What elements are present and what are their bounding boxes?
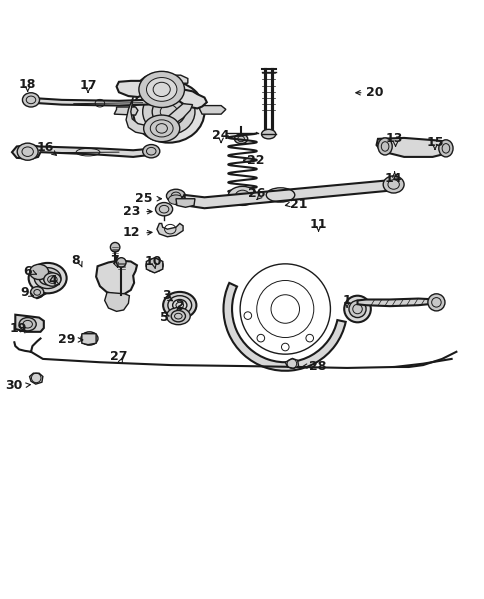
Ellipse shape <box>19 317 36 331</box>
Polygon shape <box>105 292 129 311</box>
Ellipse shape <box>167 296 191 314</box>
Text: 18: 18 <box>19 78 36 91</box>
Ellipse shape <box>261 129 275 139</box>
Text: 2: 2 <box>176 299 185 311</box>
Ellipse shape <box>427 294 444 311</box>
Text: 24: 24 <box>212 129 229 142</box>
Polygon shape <box>114 107 137 115</box>
Polygon shape <box>82 334 96 344</box>
Ellipse shape <box>29 263 66 294</box>
Ellipse shape <box>34 268 61 289</box>
Polygon shape <box>30 373 43 384</box>
Ellipse shape <box>30 287 44 298</box>
Text: 27: 27 <box>110 350 127 363</box>
Ellipse shape <box>281 343 288 351</box>
Text: 19: 19 <box>10 322 27 334</box>
Polygon shape <box>150 75 187 83</box>
Ellipse shape <box>138 71 184 107</box>
Ellipse shape <box>143 115 180 142</box>
Ellipse shape <box>243 312 251 319</box>
Text: 7: 7 <box>109 254 118 267</box>
Ellipse shape <box>146 77 177 101</box>
Ellipse shape <box>44 273 61 286</box>
Text: 17: 17 <box>79 79 97 92</box>
Ellipse shape <box>17 143 38 161</box>
Ellipse shape <box>142 144 159 158</box>
Text: 6: 6 <box>23 265 32 279</box>
Ellipse shape <box>305 334 313 342</box>
Ellipse shape <box>235 190 249 202</box>
Text: 30: 30 <box>5 379 23 392</box>
Polygon shape <box>96 261 136 295</box>
Text: 12: 12 <box>122 226 140 240</box>
Ellipse shape <box>150 262 159 269</box>
Ellipse shape <box>257 334 264 342</box>
Ellipse shape <box>163 292 196 319</box>
Polygon shape <box>24 98 171 105</box>
Ellipse shape <box>166 307 190 325</box>
Polygon shape <box>376 138 450 157</box>
Ellipse shape <box>116 258 126 267</box>
Text: 29: 29 <box>58 334 75 346</box>
Ellipse shape <box>234 134 247 144</box>
Polygon shape <box>15 314 44 332</box>
Polygon shape <box>199 105 226 114</box>
Text: 13: 13 <box>385 132 403 146</box>
Ellipse shape <box>228 186 256 205</box>
Polygon shape <box>357 298 437 306</box>
Polygon shape <box>285 358 298 368</box>
Text: 25: 25 <box>135 192 152 205</box>
Ellipse shape <box>166 189 185 202</box>
Ellipse shape <box>344 296 370 322</box>
Ellipse shape <box>159 96 172 107</box>
Ellipse shape <box>382 176 403 193</box>
Ellipse shape <box>110 243 120 252</box>
Ellipse shape <box>377 138 392 155</box>
Text: 22: 22 <box>247 154 264 167</box>
Text: 14: 14 <box>384 172 402 185</box>
Text: 1: 1 <box>342 294 351 307</box>
Text: 23: 23 <box>122 205 140 218</box>
Text: 10: 10 <box>145 255 162 268</box>
Polygon shape <box>176 199 195 207</box>
Text: 20: 20 <box>365 86 383 99</box>
Ellipse shape <box>142 89 195 135</box>
Text: 4: 4 <box>48 274 57 287</box>
Text: 28: 28 <box>308 359 326 373</box>
Ellipse shape <box>30 264 48 280</box>
Ellipse shape <box>155 202 172 216</box>
Ellipse shape <box>81 332 98 345</box>
Text: 15: 15 <box>425 136 443 149</box>
Polygon shape <box>146 258 163 273</box>
Polygon shape <box>157 223 182 237</box>
Text: 5: 5 <box>159 311 168 324</box>
Text: 8: 8 <box>71 254 79 267</box>
Ellipse shape <box>133 81 204 143</box>
Text: 11: 11 <box>309 219 327 231</box>
Text: 21: 21 <box>289 198 307 211</box>
Polygon shape <box>126 97 192 134</box>
Ellipse shape <box>22 93 40 107</box>
Ellipse shape <box>146 259 163 272</box>
Text: 16: 16 <box>36 141 54 154</box>
Text: 3: 3 <box>162 289 170 302</box>
Polygon shape <box>116 72 206 108</box>
Ellipse shape <box>348 301 365 317</box>
Text: 26: 26 <box>247 187 265 201</box>
Text: 9: 9 <box>20 286 29 300</box>
Wedge shape <box>223 283 345 371</box>
Polygon shape <box>12 145 157 159</box>
Ellipse shape <box>168 195 183 204</box>
Polygon shape <box>184 180 395 208</box>
Ellipse shape <box>438 140 452 157</box>
